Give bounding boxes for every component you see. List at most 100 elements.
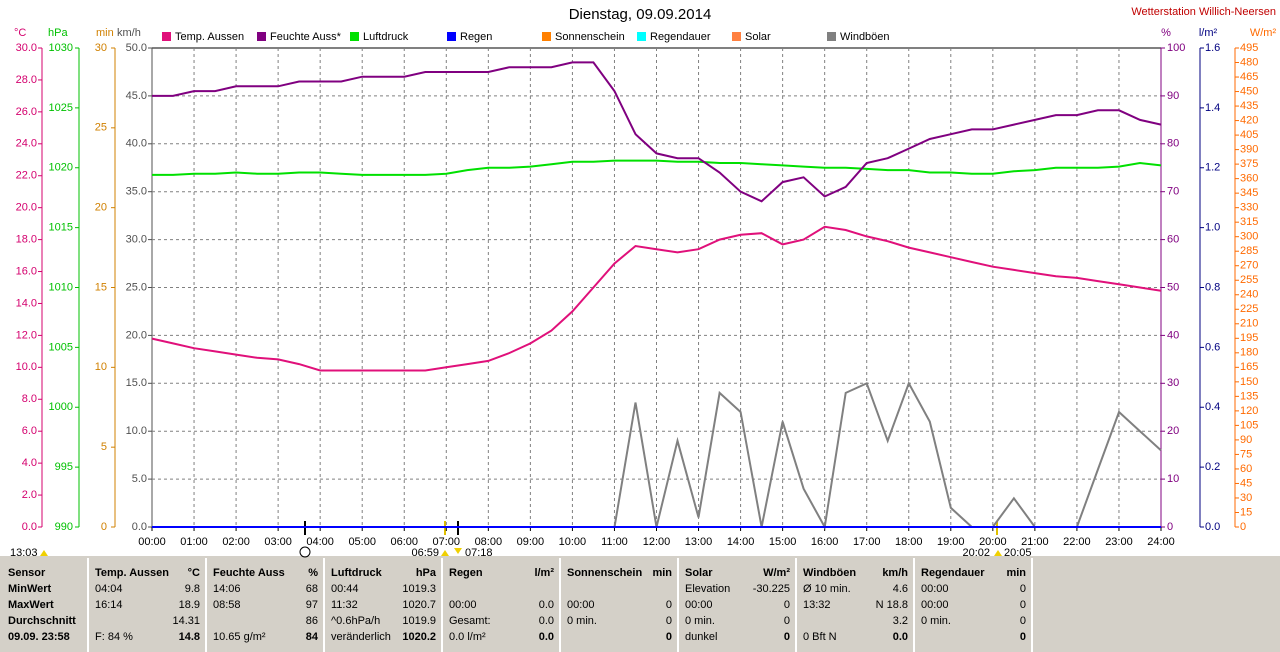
- legend-swatch: [257, 32, 266, 41]
- y-tick-label: 195: [1240, 332, 1258, 344]
- y-tick-label: 5.0: [132, 473, 147, 485]
- y-tick-label: 390: [1240, 144, 1258, 156]
- y-tick-label: 165: [1240, 361, 1258, 373]
- y-tick-label: 30.0: [16, 42, 37, 54]
- y-tick-label: 1015: [49, 222, 73, 234]
- y-tick-label: 15: [1240, 506, 1252, 518]
- x-tick-label: 01:00: [180, 536, 208, 548]
- y-tick-label: 255: [1240, 274, 1258, 286]
- y-tick-label: 345: [1240, 187, 1258, 199]
- cell-label: 0 min.: [567, 615, 597, 627]
- cell-value: 0: [784, 599, 790, 611]
- y-tick-label: 300: [1240, 231, 1258, 243]
- y-tick-label: 25: [95, 122, 107, 134]
- x-tick-label: 05:00: [348, 536, 376, 548]
- y-tick-label: 90: [1167, 90, 1179, 102]
- x-tick-label: 13:00: [685, 536, 713, 548]
- y-tick-label: 10: [1167, 473, 1179, 485]
- y-tick-label: 40: [1167, 329, 1179, 341]
- sun-triangle: [994, 550, 1002, 556]
- y-tick-label: 0.0: [132, 521, 147, 533]
- x-tick-label: 19:00: [937, 536, 965, 548]
- cell-label: 00:00: [921, 599, 949, 611]
- x-tick-label: 12:00: [643, 536, 671, 548]
- y-tick-label: 80: [1167, 138, 1179, 150]
- y-tick-label: 12.0: [16, 329, 37, 341]
- cell-value: 4.6: [893, 583, 908, 595]
- column-unit: min: [1006, 567, 1026, 579]
- x-tick-label: 03:00: [264, 536, 292, 548]
- y-tick-label: 105: [1240, 419, 1258, 431]
- y-tick-label: 35.0: [126, 186, 147, 198]
- cell-value: 0: [666, 615, 672, 627]
- y-tick-label: 240: [1240, 289, 1258, 301]
- cell-value: 1019.3: [402, 583, 436, 595]
- cell-label: 04:04: [95, 583, 123, 595]
- legend-label: Regendauer: [650, 31, 711, 43]
- y-tick-label: 0.0: [1205, 521, 1220, 533]
- x-tick-label: 07:00: [433, 536, 461, 548]
- y-tick-label: 60: [1240, 463, 1252, 475]
- legend-label: Temp. Aussen: [175, 31, 244, 43]
- cell-label: 00:00: [567, 599, 595, 611]
- series-line: [152, 61, 1162, 203]
- y-tick-label: 1.4: [1205, 102, 1220, 114]
- cell-value: 97: [306, 599, 318, 611]
- y-tick-label: 6.0: [22, 425, 37, 437]
- cell-label: 10.65 g/m²: [213, 631, 266, 643]
- cell-value: N 18.8: [876, 599, 908, 611]
- y-tick-label: 465: [1240, 71, 1258, 83]
- cell-value: 0.0: [893, 631, 908, 643]
- y-tick-label: 4.0: [22, 457, 37, 469]
- y-tick-label: 0: [1167, 521, 1173, 533]
- cell-label: 0 min.: [685, 615, 715, 627]
- y-tick-label: 20.0: [16, 202, 37, 214]
- y-tick-label: 330: [1240, 202, 1258, 214]
- y-tick-label: 20: [1167, 425, 1179, 437]
- legend-swatch: [732, 32, 741, 41]
- y-tick-label: 0: [1240, 521, 1246, 533]
- cell-label: 00:00: [685, 599, 713, 611]
- sun-triangle: [40, 550, 48, 556]
- axis-unit: l/m²: [1199, 27, 1218, 39]
- column-header: Sonnenschein: [567, 567, 642, 579]
- y-tick-label: 10.0: [126, 425, 147, 437]
- column-unit: km/h: [882, 567, 908, 579]
- legend-label: Sonnenschein: [555, 31, 625, 43]
- cell-label: F: 84 %: [95, 631, 133, 643]
- y-tick-label: 14.0: [16, 297, 37, 309]
- y-tick-label: 0.6: [1205, 341, 1220, 353]
- legend-label: Windböen: [840, 31, 890, 43]
- column-header: Regen: [449, 567, 483, 579]
- axis-unit: °C: [14, 27, 26, 39]
- cell-label: Gesamt:: [449, 615, 491, 627]
- y-tick-label: 10: [95, 361, 107, 373]
- y-tick-label: 1.0: [1205, 222, 1220, 234]
- column-header: Temp. Aussen: [95, 567, 169, 579]
- legend-label: Solar: [745, 31, 771, 43]
- y-tick-label: 5: [101, 441, 107, 453]
- row-label: MinWert: [8, 583, 52, 595]
- cell-label: 13:32: [803, 599, 831, 611]
- x-tick-label: 06:00: [390, 536, 418, 548]
- time-marker: 20:05: [1004, 547, 1032, 559]
- y-tick-label: 1030: [49, 42, 73, 54]
- cell-value: 1019.9: [402, 615, 436, 627]
- y-tick-label: 20.0: [126, 329, 147, 341]
- column-unit: W/m²: [763, 567, 790, 579]
- series-line: [152, 159, 1162, 176]
- legend-swatch: [542, 32, 551, 41]
- legend-swatch: [637, 32, 646, 41]
- row-label: Durchschnitt: [8, 615, 76, 627]
- axis-unit: hPa: [48, 27, 68, 39]
- column-unit: hPa: [416, 567, 437, 579]
- row-label: MaxWert: [8, 599, 54, 611]
- cell-label: 14:06: [213, 583, 241, 595]
- cell-value: 0.0: [539, 631, 554, 643]
- y-tick-label: 30: [1167, 377, 1179, 389]
- cell-label: 08:58: [213, 599, 241, 611]
- y-tick-label: 480: [1240, 56, 1258, 68]
- column-header: Luftdruck: [331, 567, 383, 579]
- y-tick-label: 10.0: [16, 361, 37, 373]
- axis-unit: km/h: [117, 27, 141, 39]
